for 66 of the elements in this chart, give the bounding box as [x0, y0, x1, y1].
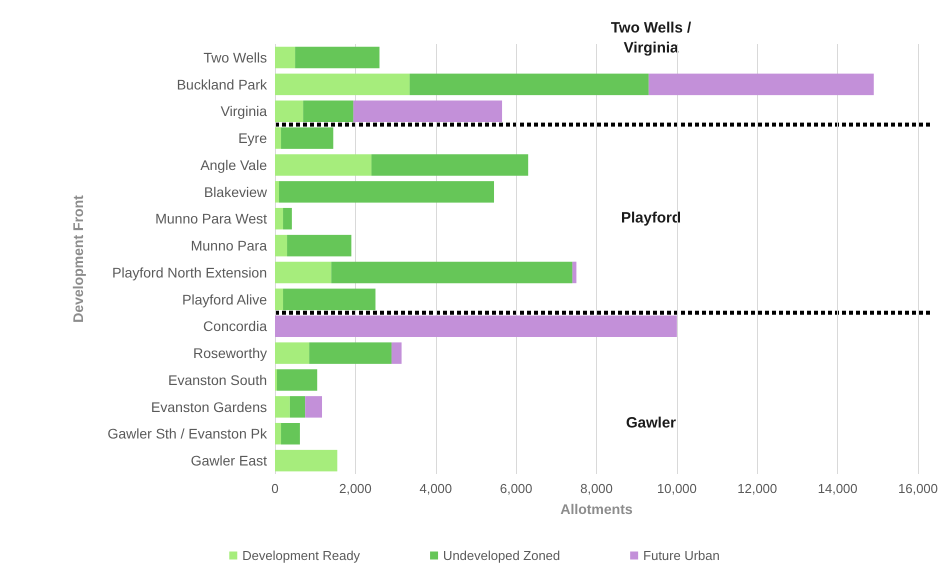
bar [353, 100, 502, 122]
y-tick-label: Eyre [238, 130, 268, 146]
y-tick-label: Evanston South [168, 372, 267, 388]
legend-label: Future Urban [643, 548, 720, 563]
x-tick-label: 4,000 [419, 481, 452, 496]
bar [648, 74, 874, 96]
bar [275, 127, 282, 149]
bar [279, 181, 494, 203]
y-axis-title: Development Front [70, 194, 86, 323]
bar [275, 46, 296, 68]
y-tick-label: Blakeview [204, 184, 268, 200]
y-tick-label: Buckland Park [176, 76, 268, 92]
annotation: Two Wells / Virginia [610, 20, 692, 56]
bar [290, 396, 306, 418]
bar [303, 100, 354, 122]
x-axis-title: Allotments [560, 501, 633, 517]
bar [275, 450, 338, 472]
bar [275, 262, 332, 284]
bar [275, 208, 284, 230]
legend-label: Development Ready [242, 548, 361, 563]
bar [281, 127, 334, 149]
x-tick-label: 14,000 [818, 481, 858, 496]
bar [572, 262, 576, 284]
bar [275, 74, 410, 96]
y-tick-label: Munno Para West [155, 210, 268, 227]
bar [277, 369, 318, 391]
x-tick-label: 0 [271, 481, 279, 496]
bar [275, 181, 280, 203]
bar [283, 208, 292, 230]
bar [275, 154, 372, 176]
x-tick-label: 2,000 [339, 481, 372, 496]
bar [283, 288, 376, 310]
bar [275, 342, 310, 364]
bar [410, 74, 649, 96]
bar [275, 288, 284, 310]
bar [371, 154, 528, 176]
bar [305, 396, 322, 418]
bar [309, 342, 392, 364]
bar [295, 46, 380, 68]
bar [275, 422, 282, 444]
x-tick-label: 16,000 [898, 481, 938, 496]
bar [275, 396, 290, 418]
bar [281, 422, 300, 444]
y-tick-label: Playford Alive [182, 291, 268, 308]
bar [275, 100, 304, 122]
y-tick-label: Virginia [220, 103, 268, 120]
bar [287, 234, 352, 256]
x-tick-label: 10,000 [656, 481, 697, 496]
y-tick-label: Concordia [203, 318, 268, 334]
bar [392, 342, 402, 364]
y-tick-label: Munno Para [190, 238, 268, 254]
y-tick-label: Gawler Sth / Evanston Pk [107, 426, 268, 442]
x-tick-label: 8,000 [580, 481, 613, 496]
y-tick-label: Angle Vale [200, 156, 268, 173]
bar [331, 262, 572, 284]
y-tick-label: Evanston Gardens [151, 398, 267, 415]
annotation: Gawler [626, 414, 676, 432]
annotation: Playford [620, 210, 682, 226]
y-tick-label: Playford North Extension [112, 264, 267, 280]
y-tick-label: Roseworthy [193, 345, 267, 362]
y-tick-label: Two Wells [203, 49, 267, 66]
x-tick-label: 12,000 [737, 481, 778, 496]
bar [275, 234, 288, 256]
x-tick-label: 6,000 [500, 481, 532, 496]
legend-label: Undeveloped Zoned [443, 548, 560, 563]
y-tick-label: Gawler East [190, 452, 268, 469]
